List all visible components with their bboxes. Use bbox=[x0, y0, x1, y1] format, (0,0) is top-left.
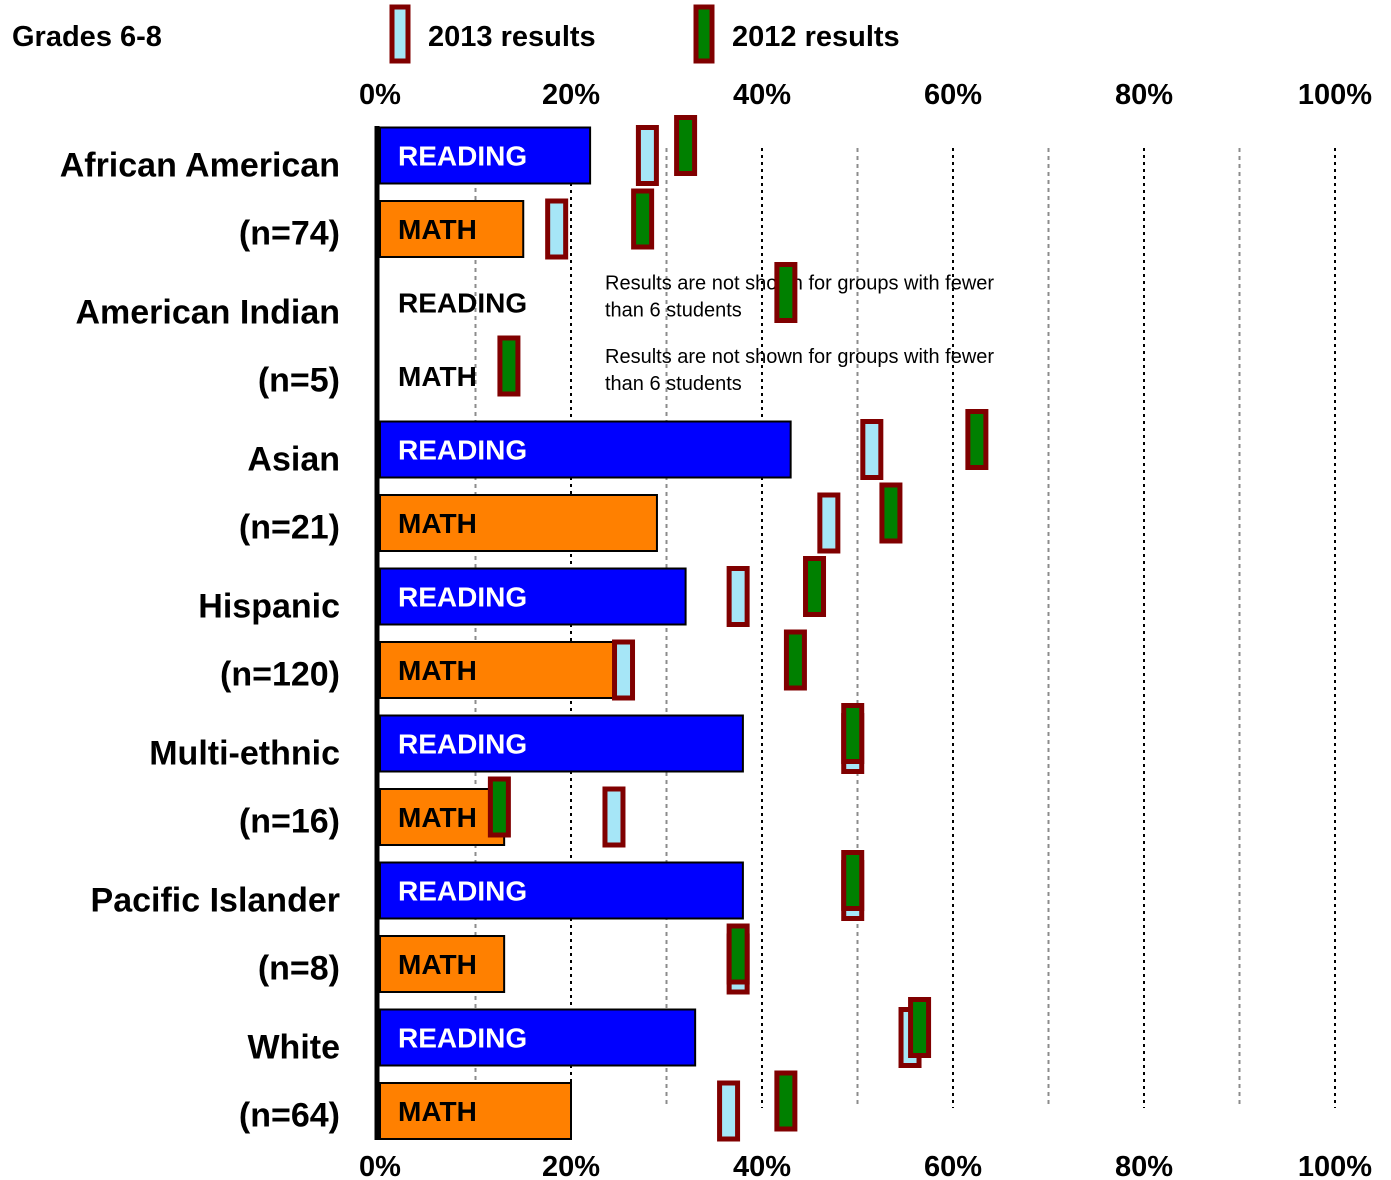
group-label: Asian bbox=[247, 440, 340, 478]
group-label: African American bbox=[60, 146, 340, 184]
marker-2013 bbox=[726, 566, 750, 627]
chart-title: Grades 6-8 bbox=[12, 21, 162, 53]
group-count: (n=21) bbox=[239, 508, 340, 546]
marker-2013 bbox=[635, 125, 659, 186]
reading-bar-label: READING bbox=[398, 729, 527, 760]
group-count: (n=5) bbox=[258, 361, 340, 399]
math-bar-label: MATH bbox=[398, 1096, 477, 1127]
math-bar-label: MATH bbox=[398, 508, 477, 539]
math-bar-label: MATH bbox=[398, 802, 477, 833]
grid-lines bbox=[474, 148, 1336, 1108]
math-bar bbox=[379, 788, 506, 846]
math-bar-label: MATH bbox=[398, 949, 477, 980]
suppressed-note: Results are not shown for groups with fe… bbox=[605, 346, 994, 368]
marker-2012 bbox=[774, 1070, 798, 1132]
legend-label-2012: 2012 results bbox=[732, 21, 900, 53]
marker-2012 bbox=[487, 776, 511, 838]
math-bar-label: MATH bbox=[398, 214, 477, 245]
marker-2012 bbox=[908, 997, 932, 1058]
marker-2013 bbox=[717, 1080, 741, 1142]
x-tick-label-top: 100% bbox=[1298, 79, 1372, 111]
group-label: American Indian bbox=[75, 293, 340, 331]
marker-2012 bbox=[497, 335, 521, 397]
suppressed-note: than 6 students bbox=[605, 300, 742, 322]
reading-bar bbox=[379, 420, 792, 479]
group-label: Pacific Islander bbox=[91, 881, 340, 919]
reading-bar bbox=[379, 1008, 697, 1067]
math-bar bbox=[379, 494, 658, 552]
group-label: Hispanic bbox=[198, 587, 340, 625]
math-bar bbox=[379, 641, 630, 699]
group-count: (n=64) bbox=[239, 1096, 340, 1134]
math-bar-label: MATH bbox=[398, 655, 477, 686]
suppressed-note: Results are not shown for groups with fe… bbox=[605, 273, 994, 295]
reading-bar-label: READING bbox=[398, 876, 527, 907]
marker-2012 bbox=[631, 188, 655, 250]
marker-2012 bbox=[965, 409, 989, 470]
reading-bar-label: READING bbox=[398, 435, 527, 466]
x-tick-label-bottom: 20% bbox=[542, 1151, 600, 1180]
math-bar bbox=[379, 200, 525, 258]
marker-2013 bbox=[817, 492, 841, 554]
group-count: (n=16) bbox=[239, 802, 340, 840]
legend-label-2013: 2013 results bbox=[428, 21, 596, 53]
group-label: Multi-ethnic bbox=[149, 734, 340, 772]
group-count: (n=74) bbox=[239, 214, 340, 252]
marker-2013 bbox=[860, 419, 884, 480]
math-bar bbox=[379, 935, 506, 993]
marker-2012 bbox=[841, 703, 865, 764]
axes: 0% 0% 20% 20% 40% 40% 60% 60% 80% 80% 100% 100% bbox=[359, 79, 1372, 1180]
x-tick-label-top: 60% bbox=[924, 79, 982, 111]
group-count: (n=8) bbox=[258, 949, 340, 987]
bars bbox=[379, 126, 792, 1140]
marker-2012 bbox=[783, 629, 807, 691]
marker-2012 bbox=[774, 262, 798, 323]
x-tick-label-top: 0% bbox=[359, 79, 401, 111]
marker-2012 bbox=[803, 556, 827, 617]
reading-bar-label: READING bbox=[398, 1023, 527, 1054]
x-tick-label-bottom: 80% bbox=[1115, 1151, 1173, 1180]
labels: African American (n=74) READING MATH America… bbox=[60, 141, 995, 1135]
math-row-label: MATH bbox=[398, 361, 477, 392]
comparison-markers bbox=[487, 115, 989, 1142]
marker-2013 bbox=[545, 198, 569, 260]
reading-row-label: READING bbox=[398, 288, 527, 319]
legend: Grades 6-8 2013 results 2012 results bbox=[12, 4, 900, 64]
marker-2012 bbox=[726, 923, 750, 985]
x-tick-label-top: 20% bbox=[542, 79, 600, 111]
suppressed-note: than 6 students bbox=[605, 373, 742, 395]
x-tick-label-bottom: 40% bbox=[733, 1151, 791, 1180]
x-tick-label-bottom: 0% bbox=[359, 1151, 401, 1180]
marker-2012 bbox=[879, 482, 903, 544]
group-label: White bbox=[247, 1028, 340, 1066]
reading-bar bbox=[379, 714, 744, 773]
reading-bar bbox=[379, 861, 744, 920]
x-tick-label-bottom: 100% bbox=[1298, 1151, 1372, 1180]
math-bar bbox=[379, 1082, 572, 1140]
group-count: (n=120) bbox=[220, 655, 340, 693]
marker-2013 bbox=[602, 786, 626, 848]
marker-2013 bbox=[612, 639, 636, 701]
reading-bar-label: READING bbox=[398, 582, 527, 613]
marker-2012 bbox=[674, 115, 698, 176]
reading-bar-label: READING bbox=[398, 141, 527, 172]
legend-marker-2012 bbox=[693, 4, 715, 64]
legend-marker-2013 bbox=[389, 4, 411, 64]
reading-bar bbox=[379, 567, 687, 626]
x-tick-label-top: 40% bbox=[733, 79, 791, 111]
x-tick-label-bottom: 60% bbox=[924, 1151, 982, 1180]
reading-bar bbox=[379, 126, 592, 185]
x-tick-label-top: 80% bbox=[1115, 79, 1173, 111]
marker-2012 bbox=[841, 850, 865, 911]
